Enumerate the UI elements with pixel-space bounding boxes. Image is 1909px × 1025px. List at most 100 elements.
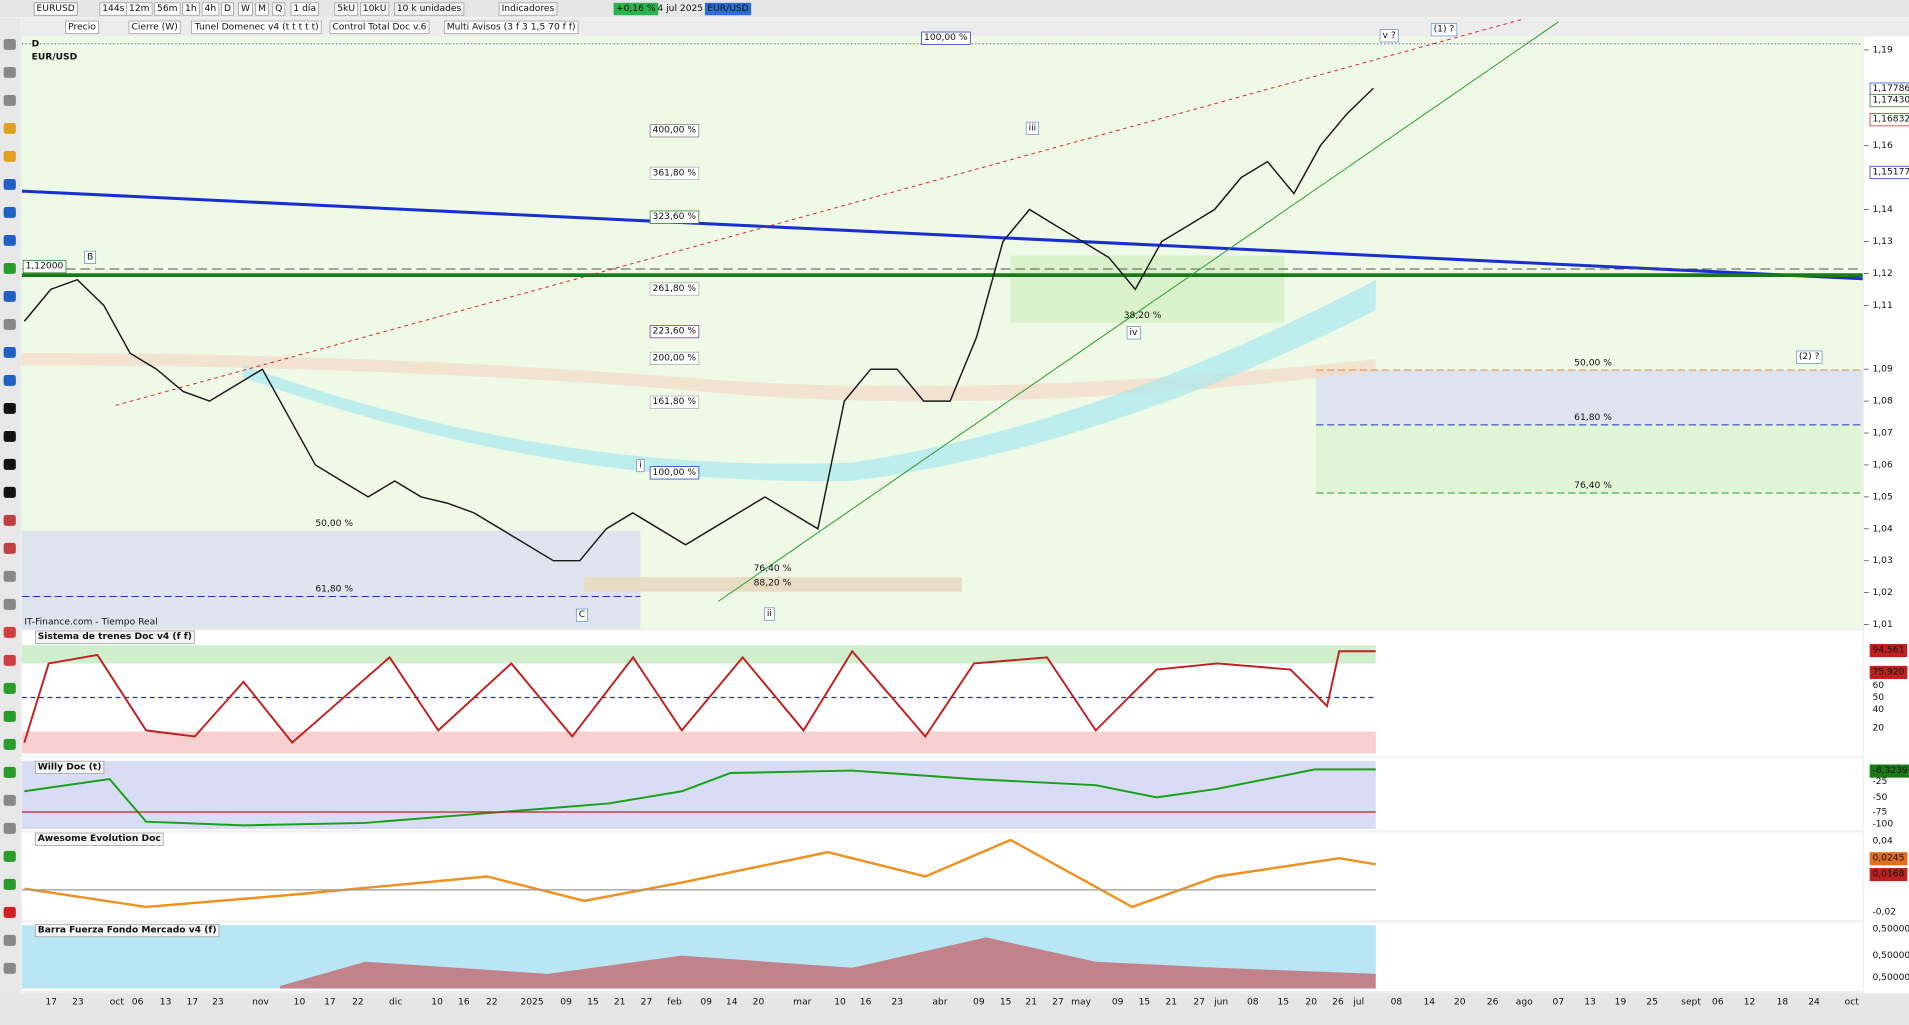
fib-label: 100,00 % [653, 468, 697, 478]
x-tick-label: 12 [1744, 997, 1756, 1007]
tool-icon[interactable] [3, 346, 16, 358]
panel-axis-label: -50 [1872, 793, 1887, 803]
x-tick-label: ago [1516, 997, 1533, 1007]
fib-label: 50,00 % [315, 519, 353, 529]
band [21, 353, 1376, 402]
tool-icon[interactable] [3, 626, 16, 638]
tool-icon[interactable] [3, 738, 16, 750]
toolbar-button[interactable]: 10kU [363, 4, 387, 14]
toolbar-button-box[interactable] [255, 2, 269, 16]
tool-icon[interactable] [3, 430, 16, 442]
indicator-tab[interactable]: Control Total Doc v.6 [332, 22, 426, 32]
main-chart [21, 36, 1863, 630]
tool-icon[interactable] [3, 150, 16, 162]
x-tick-label: 23 [72, 997, 84, 1007]
panel-axis-label-box [1869, 867, 1908, 882]
toolbar-button[interactable]: 12m [129, 4, 150, 14]
toolbar-button[interactable]: M [258, 4, 266, 14]
toolbar-button-box[interactable] [221, 2, 234, 16]
indicator-tab-box[interactable] [65, 20, 100, 34]
toolbar-button[interactable]: 1h [185, 4, 197, 14]
tool-icon[interactable] [3, 290, 16, 302]
indicator-tab-box[interactable] [190, 20, 322, 34]
y-tick-label: 1,13 [1872, 237, 1893, 247]
indicator-tab-box[interactable] [128, 20, 181, 34]
tool-icon[interactable] [3, 122, 16, 134]
tool-icon[interactable] [3, 682, 16, 694]
indicator-line [24, 768, 1376, 827]
toolbar-button-box[interactable] [394, 2, 465, 16]
zone [1316, 370, 1863, 425]
price-label: 1,17786 [1872, 84, 1909, 94]
tool-icon[interactable] [3, 234, 16, 246]
panel-axis-label-box [1869, 665, 1908, 680]
tool-icon[interactable] [3, 766, 16, 778]
indicator-tab[interactable]: Precio [68, 22, 96, 32]
wave-label-box [1430, 23, 1458, 37]
tool-icon[interactable] [3, 486, 16, 498]
toolbar-button-box[interactable] [126, 2, 153, 16]
toolbar-button[interactable]: 5kU [337, 4, 355, 14]
x-tick-label: 20 [1454, 997, 1466, 1007]
tool-icon[interactable] [3, 822, 16, 834]
toolbar-button-box[interactable] [334, 2, 358, 16]
toolbar-button[interactable]: D [224, 4, 231, 14]
tool-icon[interactable] [3, 374, 16, 386]
x-tick-label: mar [793, 997, 811, 1007]
tool-icon[interactable] [3, 570, 16, 582]
tool-icon[interactable] [3, 962, 16, 974]
indicator-tab-box[interactable] [329, 20, 430, 34]
tool-icon[interactable] [3, 38, 16, 50]
toolbar-button-box[interactable] [360, 2, 390, 16]
tool-icon[interactable] [3, 178, 16, 190]
symbol-select-box[interactable] [33, 2, 78, 16]
tool-icon[interactable] [3, 850, 16, 862]
tool-icon[interactable] [3, 66, 16, 78]
tool-icon[interactable] [3, 906, 16, 918]
panel-axis-label: 0,0168 [1872, 870, 1904, 880]
y-tick-label: 1,14 [1872, 205, 1893, 215]
toolbar-button[interactable]: Indicadores [502, 4, 555, 14]
indicator-tab-box[interactable] [444, 20, 579, 34]
x-tick-label: 17 [187, 997, 199, 1007]
indicator-tab[interactable]: Tunel Domenec v4 (t t t t t) [194, 22, 319, 32]
toolbar-button-box[interactable] [238, 2, 253, 16]
tool-icon[interactable] [3, 262, 16, 274]
symbol-select[interactable]: EURUSD [37, 4, 75, 14]
toolbar-button-box[interactable] [272, 2, 286, 16]
tool-icon[interactable] [3, 542, 16, 554]
fib-label: 61,80 % [1574, 413, 1612, 423]
toolbar-button[interactable]: 56m [157, 4, 178, 14]
tool-icon[interactable] [3, 206, 16, 218]
x-tick-label: 27 [1193, 997, 1205, 1007]
tool-icon[interactable] [3, 878, 16, 890]
toolbar-button[interactable]: 144s [102, 4, 124, 14]
toolbar-button-box[interactable] [290, 2, 319, 16]
tool-icon[interactable] [3, 654, 16, 666]
tool-icon[interactable] [3, 318, 16, 330]
toolbar-button[interactable]: W [241, 4, 250, 14]
tool-icon[interactable] [3, 934, 16, 946]
toolbar-button[interactable]: 10 k unidades [397, 4, 462, 14]
x-tick-label: 24 [1808, 997, 1820, 1007]
y-tick-label: 1,01 [1872, 620, 1892, 630]
toolbar-button[interactable]: Q [275, 4, 282, 14]
x-tick-label: 26 [1332, 997, 1344, 1007]
toolbar-button-box[interactable] [154, 2, 181, 16]
toolbar-button[interactable]: 1 día [293, 4, 316, 14]
tool-icon[interactable] [3, 598, 16, 610]
indicator-tab[interactable]: Multi Avisos (3 f 3 1,5 70 f f) [447, 22, 576, 32]
histogram [280, 937, 1376, 989]
fib-label: 50,00 % [1574, 358, 1612, 368]
toolbar-button-box[interactable] [201, 2, 220, 16]
indicator-tab[interactable]: Cierre (W) [131, 22, 177, 32]
toolbar-button[interactable]: 4h [205, 4, 217, 14]
tool-icon[interactable] [3, 794, 16, 806]
tool-icon[interactable] [3, 710, 16, 722]
tool-icon[interactable] [3, 458, 16, 470]
toolbar-button-box[interactable] [498, 2, 558, 16]
tool-icon[interactable] [3, 514, 16, 526]
toolbar-button-box[interactable] [182, 2, 200, 16]
tool-icon[interactable] [3, 402, 16, 414]
tool-icon[interactable] [3, 94, 16, 106]
